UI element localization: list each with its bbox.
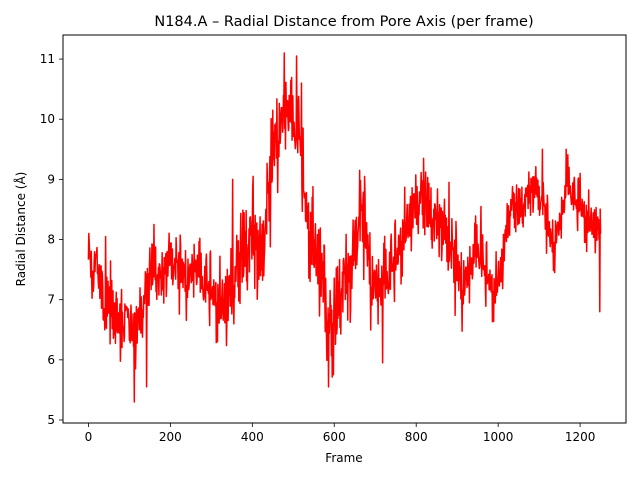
y-axis-label: Radial Distance (Å)	[13, 172, 28, 287]
y-tick-label: 9	[47, 172, 55, 186]
x-tick-label: 1200	[565, 430, 596, 444]
y-tick-label: 5	[47, 413, 55, 427]
y-axis-ticks: 5 6 7 8 9 10 11	[40, 52, 63, 427]
series-line-radial-distance	[87, 52, 602, 403]
x-tick-label: 1000	[483, 430, 514, 444]
y-tick-label: 10	[40, 112, 55, 126]
chart-title: N184.A – Radial Distance from Pore Axis …	[154, 14, 533, 30]
x-axis-label: Frame	[325, 451, 362, 465]
x-axis-ticks: 0 200 400 600 800 1000 1200	[85, 423, 596, 444]
plot-area	[62, 34, 627, 424]
y-tick-label: 6	[47, 353, 55, 367]
x-tick-label: 600	[323, 430, 346, 444]
y-tick-label: 11	[40, 52, 55, 66]
y-tick-label: 8	[47, 233, 55, 247]
x-tick-label: 200	[159, 430, 182, 444]
x-tick-label: 0	[85, 430, 93, 444]
x-tick-label: 800	[405, 430, 428, 444]
y-tick-label: 7	[47, 293, 55, 307]
axes-frame	[62, 34, 627, 424]
series-layer	[87, 52, 602, 403]
x-tick-label: 400	[241, 430, 264, 444]
